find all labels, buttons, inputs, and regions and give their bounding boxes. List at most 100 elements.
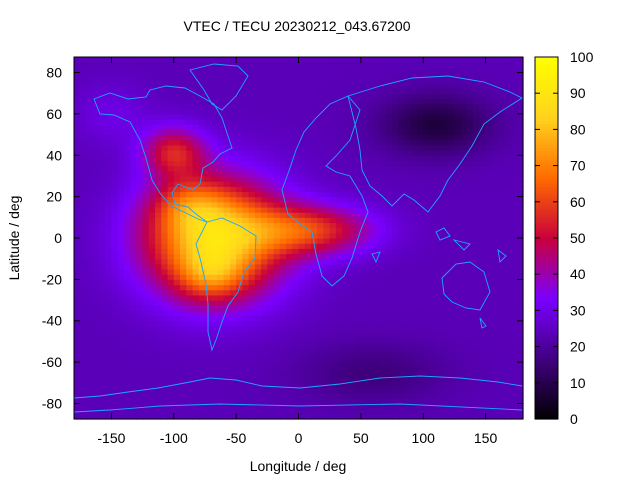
heatmap-cell: [304, 315, 312, 322]
heatmap-cell: [92, 310, 100, 317]
heatmap-cell: [460, 160, 468, 167]
heatmap-cell: [80, 377, 88, 384]
heatmap-cell: [236, 336, 243, 343]
heatmap-cell: [217, 315, 225, 322]
heatmap-cell: [105, 372, 113, 379]
heatmap-cell: [267, 377, 275, 384]
heatmap-cell: [223, 325, 231, 332]
heatmap-cell: [448, 232, 456, 239]
heatmap-cell: [167, 279, 175, 286]
heatmap-cell: [479, 305, 487, 311]
heatmap-cell: [298, 129, 306, 136]
heatmap-cell: [173, 279, 181, 286]
heatmap-cell: [498, 113, 505, 120]
heatmap-cell: [161, 201, 169, 208]
heatmap-cell: [292, 232, 300, 239]
heatmap-cell: [410, 212, 418, 218]
heatmap-cell: [92, 196, 100, 203]
heatmap-cell: [504, 258, 512, 265]
heatmap-cell: [117, 113, 125, 120]
heatmap-cell: [498, 191, 505, 198]
heatmap-cell: [367, 372, 374, 379]
heatmap-cell: [310, 284, 318, 291]
heatmap-cell: [485, 212, 493, 218]
heatmap-cell: [429, 274, 437, 280]
heatmap-cell: [105, 377, 113, 384]
heatmap-cell: [117, 320, 125, 327]
heatmap-cell: [248, 356, 256, 363]
heatmap-cell: [273, 377, 281, 384]
heatmap-cell: [186, 362, 194, 368]
heatmap-cell: [211, 356, 219, 363]
heatmap-cell: [348, 217, 356, 224]
heatmap-cell: [367, 289, 374, 296]
heatmap-cell: [229, 57, 237, 63]
heatmap-cell: [441, 201, 449, 208]
heatmap-cell: [292, 57, 300, 63]
heatmap-cell: [398, 243, 406, 249]
heatmap-cell: [473, 408, 480, 415]
heatmap-cell: [498, 356, 505, 363]
heatmap-cell: [392, 191, 399, 198]
heatmap-cell: [130, 181, 137, 187]
heatmap-cell: [379, 336, 387, 343]
heatmap-cell: [80, 372, 88, 379]
heatmap-cell: [117, 165, 125, 172]
heatmap-cell: [510, 258, 518, 265]
heatmap-cell: [367, 175, 374, 182]
heatmap-cell: [304, 284, 312, 291]
heatmap-cell: [236, 191, 243, 198]
heatmap-cell: [273, 139, 281, 146]
heatmap-cell: [354, 124, 362, 130]
heatmap-cell: [136, 222, 144, 229]
heatmap-cell: [298, 413, 306, 420]
heatmap-cell: [117, 346, 125, 353]
heatmap-cell: [404, 98, 412, 105]
heatmap-cell: [117, 72, 125, 79]
heatmap-cell: [354, 72, 362, 79]
heatmap-cell: [354, 315, 362, 322]
heatmap-cell: [198, 289, 206, 296]
heatmap-cell: [155, 175, 162, 182]
heatmap-cell: [180, 289, 187, 296]
heatmap-cell: [423, 274, 431, 280]
heatmap-cell: [448, 346, 456, 353]
heatmap-cell: [123, 305, 131, 311]
heatmap-cell: [92, 269, 100, 275]
heatmap-cell: [117, 170, 125, 177]
heatmap-cell: [317, 279, 325, 286]
heatmap-cell: [348, 181, 356, 187]
heatmap-cell: [498, 289, 505, 296]
heatmap-cell: [473, 413, 480, 420]
heatmap-cell: [254, 310, 262, 317]
heatmap-cell: [242, 217, 250, 224]
heatmap-cell: [248, 274, 256, 280]
heatmap-cell: [292, 165, 300, 172]
heatmap-cell: [98, 160, 106, 167]
heatmap-cell: [473, 57, 480, 63]
heatmap-cell: [304, 175, 312, 182]
heatmap-cell: [404, 124, 412, 130]
heatmap-cell: [267, 82, 275, 89]
heatmap-cell: [317, 196, 325, 203]
heatmap-cell: [130, 315, 137, 322]
heatmap-cell: [404, 155, 412, 162]
heatmap-cell: [392, 279, 399, 286]
heatmap-cell: [229, 279, 237, 286]
heatmap-cell: [98, 124, 106, 130]
heatmap-cell: [398, 165, 406, 172]
heatmap-cell: [111, 243, 119, 249]
heatmap-cell: [254, 367, 262, 374]
heatmap-cell: [448, 113, 456, 120]
heatmap-cell: [136, 248, 144, 255]
heatmap-cell: [261, 310, 268, 317]
heatmap-cell: [454, 165, 462, 172]
heatmap-cell: [435, 129, 443, 136]
heatmap-cell: [161, 243, 169, 249]
heatmap-cell: [310, 258, 318, 265]
heatmap-cell: [435, 232, 443, 239]
heatmap-cell: [254, 196, 262, 203]
heatmap-cell: [329, 129, 337, 136]
heatmap-cell: [192, 269, 200, 275]
heatmap-cell: [354, 289, 362, 296]
